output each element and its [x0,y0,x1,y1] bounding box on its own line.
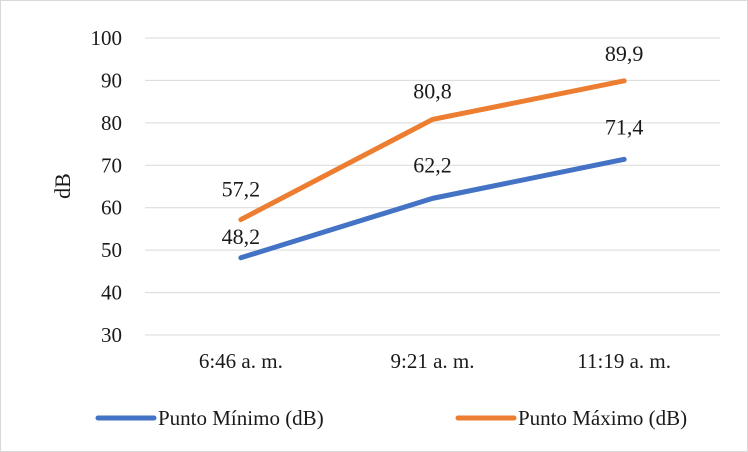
y-tick-label: 30 [101,323,122,347]
y-tick-label: 100 [91,26,123,50]
legend: Punto Mínimo (dB) Punto Máximo (dB) [95,406,687,430]
data-label: 62,2 [413,152,452,177]
series-line [238,78,627,223]
data-label: 71,4 [605,114,644,139]
data-label: 57,2 [222,177,261,202]
y-axis-label: dB [50,173,75,199]
y-tick-label: 50 [101,238,122,262]
data-label: 48,2 [222,224,261,249]
legend-label: Punto Máximo (dB) [518,406,687,430]
x-tick-label: 9:21 a. m. [391,349,475,373]
series-lines [238,78,627,261]
data-label: 89,9 [605,41,644,66]
x-tick-label: 6:46 a. m. [199,349,283,373]
y-tick-label: 70 [101,153,122,177]
y-tick-label: 60 [101,196,122,220]
series-line [238,156,627,261]
x-tick-label: 11:19 a. m. [577,349,671,373]
y-axis-ticks: 30 40 50 60 70 80 90 100 [91,26,123,347]
x-axis-ticks: 6:46 a. m. 9:21 a. m. 11:19 a. m. [199,349,671,373]
data-labels: 48,2 62,2 71,4 57,2 80,8 89,9 [222,41,644,249]
y-tick-label: 40 [101,281,122,305]
y-tick-label: 90 [101,68,122,92]
y-tick-label: 80 [101,111,122,135]
data-label: 80,8 [413,78,452,103]
legend-label: Punto Mínimo (dB) [158,406,324,430]
